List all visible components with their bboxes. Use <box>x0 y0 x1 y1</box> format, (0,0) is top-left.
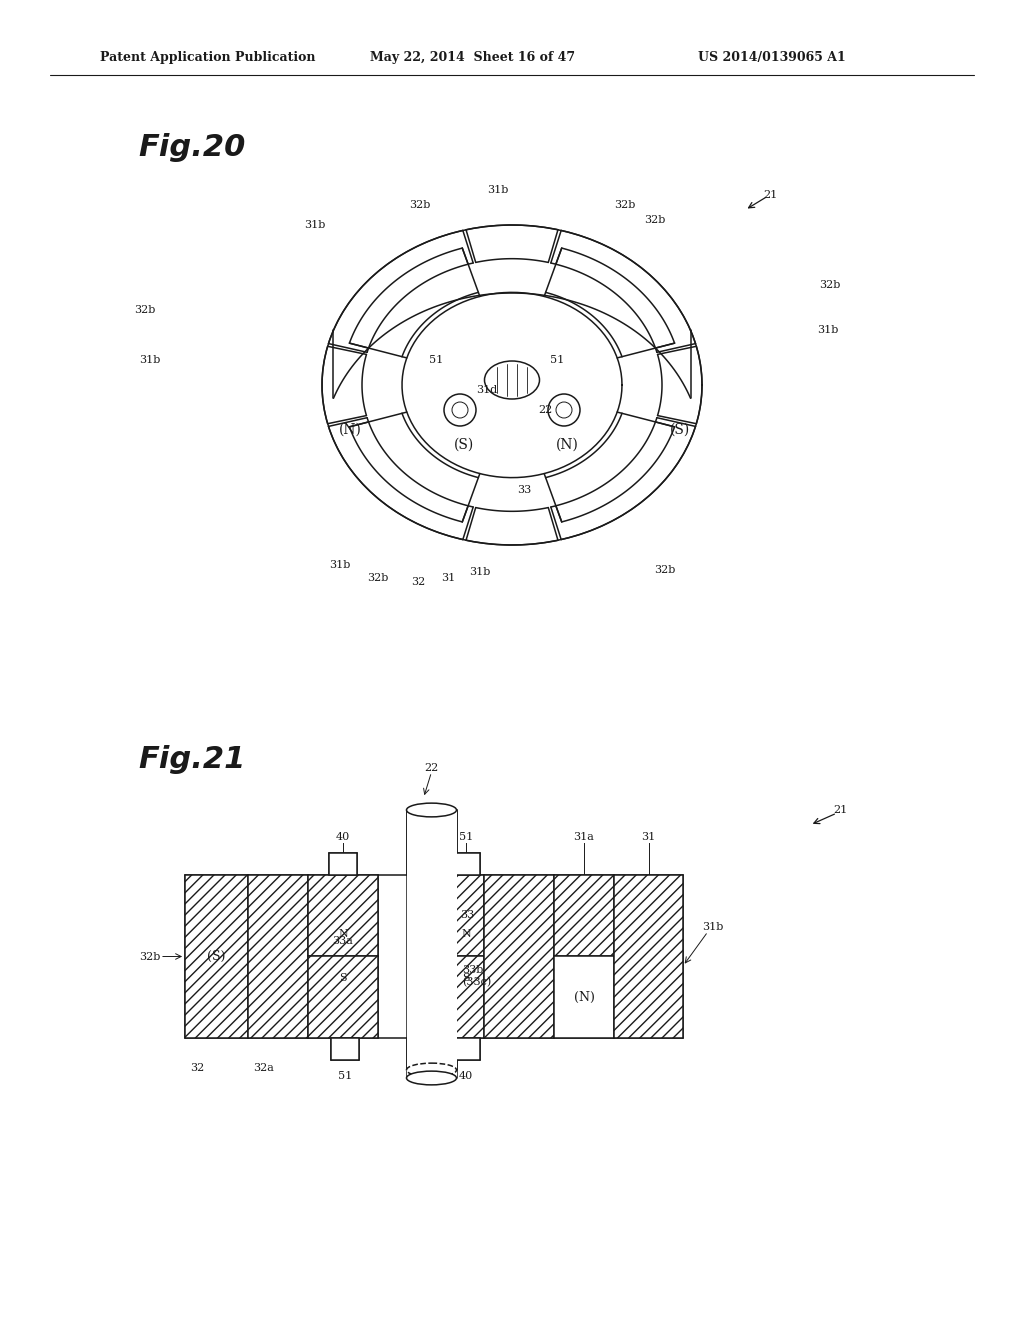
Text: (N): (N) <box>573 990 595 1003</box>
Text: S: S <box>462 973 470 983</box>
Text: 31d: 31d <box>476 385 498 395</box>
Bar <box>452 853 480 875</box>
Text: 31b: 31b <box>139 355 161 366</box>
Text: Fig.20: Fig.20 <box>138 133 246 162</box>
Text: 22: 22 <box>538 405 552 414</box>
Text: 32b: 32b <box>368 573 389 583</box>
Bar <box>329 853 357 875</box>
Text: (N): (N) <box>339 422 361 437</box>
Text: 31b: 31b <box>330 560 350 570</box>
Text: 33: 33 <box>460 911 474 920</box>
Bar <box>308 956 378 1038</box>
Text: May 22, 2014  Sheet 16 of 47: May 22, 2014 Sheet 16 of 47 <box>370 51 575 65</box>
Bar <box>248 875 308 1038</box>
Text: 32b: 32b <box>134 305 156 315</box>
Text: 33a: 33a <box>333 936 353 946</box>
Text: N: N <box>427 929 436 939</box>
Bar <box>554 956 614 1038</box>
Text: (33c): (33c) <box>462 977 492 987</box>
Bar <box>407 810 457 1078</box>
Text: 31b: 31b <box>469 568 490 577</box>
Text: N: N <box>461 929 471 939</box>
Text: 51: 51 <box>550 355 564 366</box>
Text: (N): (N) <box>556 438 579 451</box>
Text: Patent Application Publication: Patent Application Publication <box>100 51 315 65</box>
Text: 32b: 32b <box>819 280 841 290</box>
Text: 31: 31 <box>441 573 455 583</box>
Text: 32: 32 <box>411 577 425 587</box>
Text: 21: 21 <box>763 190 777 201</box>
Text: 33b: 33b <box>462 965 483 975</box>
Bar <box>452 1038 480 1060</box>
Bar <box>449 875 484 956</box>
Text: 32b: 32b <box>644 215 666 224</box>
Bar <box>185 875 248 1038</box>
Text: US 2014/0139065 A1: US 2014/0139065 A1 <box>698 51 846 65</box>
Text: (S): (S) <box>670 422 690 437</box>
Ellipse shape <box>407 1063 457 1077</box>
Text: Fig.21: Fig.21 <box>138 744 246 774</box>
Text: 32a: 32a <box>253 1063 273 1073</box>
Text: 40: 40 <box>336 832 350 842</box>
Text: 31b: 31b <box>304 220 326 230</box>
Bar <box>331 1038 359 1060</box>
Text: 31b: 31b <box>702 921 724 932</box>
Text: 51: 51 <box>459 832 473 842</box>
Text: S: S <box>428 973 435 983</box>
Text: 32b: 32b <box>614 201 636 210</box>
Text: 32b: 32b <box>139 952 161 961</box>
Text: S: S <box>339 973 347 983</box>
Ellipse shape <box>407 803 457 817</box>
Text: 51: 51 <box>429 355 443 366</box>
Text: 31b: 31b <box>487 185 509 195</box>
Bar <box>308 875 378 956</box>
Text: 31: 31 <box>641 832 655 842</box>
Bar <box>554 875 614 956</box>
Text: 31a: 31a <box>573 832 595 842</box>
Text: (S): (S) <box>207 950 225 964</box>
Text: 31b: 31b <box>817 325 839 335</box>
Text: N: N <box>338 929 348 939</box>
Ellipse shape <box>407 1071 457 1085</box>
Text: 40: 40 <box>459 1071 473 1081</box>
Text: 22: 22 <box>424 763 438 774</box>
Text: 21: 21 <box>833 805 847 814</box>
Text: (S): (S) <box>454 438 474 451</box>
Text: 32: 32 <box>190 1063 204 1073</box>
Bar <box>415 875 449 1038</box>
Text: 32b: 32b <box>654 565 676 576</box>
Text: 51: 51 <box>338 1071 352 1081</box>
Text: 33: 33 <box>517 484 531 495</box>
Bar <box>614 875 683 1038</box>
Bar <box>484 875 554 1038</box>
Text: 32b: 32b <box>410 201 431 210</box>
Bar <box>449 956 484 1038</box>
